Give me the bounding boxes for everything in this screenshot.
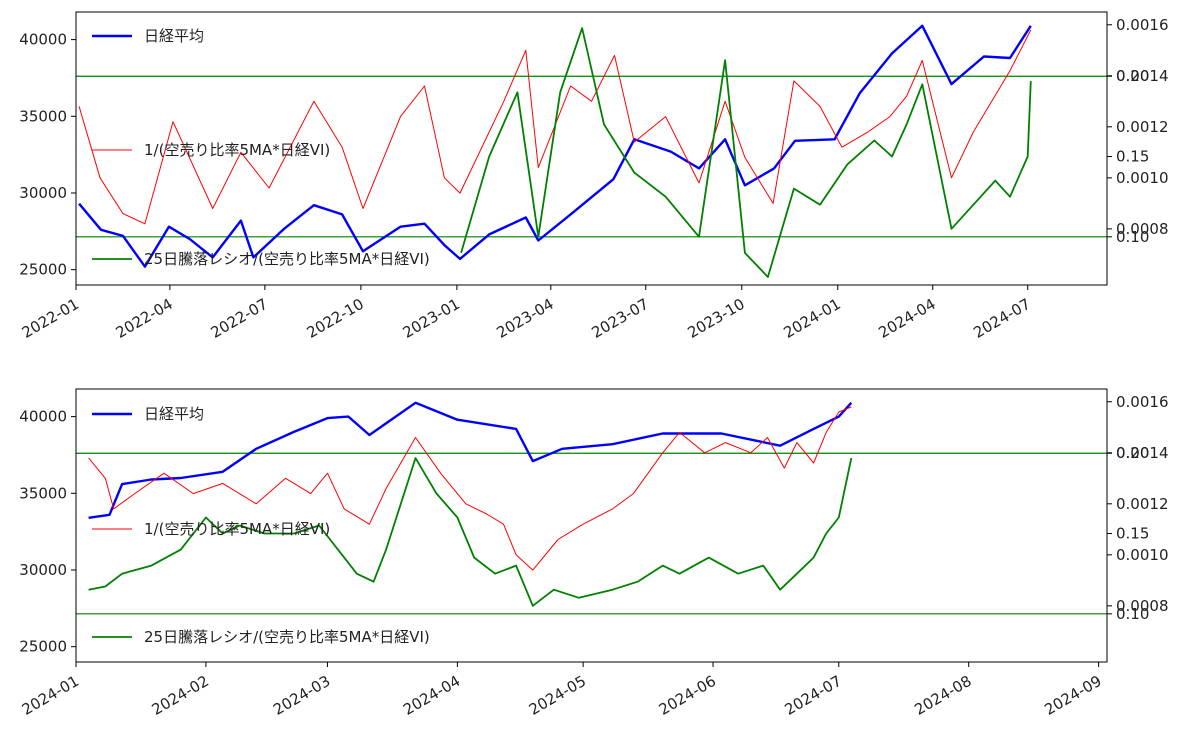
chart-bottom-panel: 2024-01 2024-02 2024-03 2024-04 2024-05 2024-… — [19, 388, 1169, 719]
legend-label-ratio: 25日騰落レシオ/(空売り比率5MA*日経VI) — [144, 628, 430, 646]
right-tick-label-inverse: 0.0012 — [1116, 495, 1169, 513]
right-tick-label-inverse: 0.0008 — [1116, 597, 1169, 615]
series-line-ratio — [88, 457, 853, 607]
plot-area — [76, 24, 1107, 278]
plot-area — [76, 401, 1107, 615]
right-tick-label-ratio: 0.10 — [1116, 605, 1149, 623]
series-line-inverse — [88, 406, 852, 571]
series-line-nikkei — [78, 24, 1032, 268]
x-tick-label: 2022-07 — [208, 295, 271, 342]
x-tick-label: 2024-08 — [911, 672, 974, 719]
x-tick-label: 2024-09 — [1041, 672, 1104, 719]
plot-frame — [75, 388, 1108, 663]
x-tick-label: 2024-01 — [780, 295, 843, 342]
right-tick-label-inverse: 0.0014 — [1116, 67, 1169, 85]
left-tick-label: 40000 — [19, 31, 67, 49]
x-tick-label: 2022-10 — [304, 295, 367, 342]
x-tick-label: 2024-05 — [526, 672, 589, 719]
x-tick-label: 2024-04 — [875, 295, 938, 342]
x-tick-label: 2024-03 — [270, 672, 333, 719]
legend-label-inverse: 1/(空売り比率5MA*日経VI) — [144, 520, 330, 538]
right-tick-label-ratio: 0.10 — [1116, 228, 1149, 246]
x-tick-label: 2022-01 — [19, 295, 82, 342]
x-tick-label: 2023-01 — [400, 295, 463, 342]
left-tick-label: 35000 — [19, 107, 67, 125]
x-tick-label: 2023-04 — [494, 295, 557, 342]
left-tick-label: 25000 — [19, 638, 67, 656]
series-line-inverse — [78, 29, 1032, 225]
right-tick-label-inverse: 0.0012 — [1116, 118, 1169, 136]
right-tick-label-ratio: 0.15 — [1116, 148, 1149, 166]
x-tick-label: 2024-04 — [400, 672, 463, 719]
series-line-ratio — [460, 27, 1032, 278]
right-tick-label-ratio: 0.15 — [1116, 525, 1149, 543]
plot-frame — [75, 11, 1108, 286]
right-tick-label-inverse: 0.0008 — [1116, 220, 1169, 238]
x-tick-label: 2023-07 — [588, 295, 651, 342]
right-tick-label-ratio: 0.20 — [1116, 67, 1149, 85]
x-tick-label: 2024-01 — [19, 672, 82, 719]
right-tick-label-inverse: 0.0016 — [1116, 16, 1169, 34]
right-tick-label-ratio: 0.20 — [1116, 444, 1149, 462]
chart-top-panel: 2022-01 2022-04 2022-07 2022-10 2023-01 2023-… — [19, 11, 1169, 342]
x-tick-label: 2022-04 — [113, 295, 176, 342]
legend-label-inverse: 1/(空売り比率5MA*日経VI) — [144, 141, 330, 159]
x-tick-label: 2024-02 — [149, 672, 212, 719]
left-tick-label: 40000 — [19, 408, 67, 426]
legend-label-ratio: 25日騰落レシオ/(空売り比率5MA*日経VI) — [144, 250, 430, 268]
right-tick-label-inverse: 0.0010 — [1116, 169, 1169, 187]
left-tick-label: 30000 — [19, 184, 67, 202]
x-tick-label: 2024-07 — [970, 295, 1033, 342]
x-tick-label: 2024-06 — [656, 672, 719, 719]
legend-label-nikkei: 日経平均 — [144, 405, 204, 423]
legend-label-nikkei: 日経平均 — [144, 27, 204, 45]
right-tick-label-inverse: 0.0016 — [1116, 393, 1169, 411]
right-tick-label-inverse: 0.0010 — [1116, 546, 1169, 564]
left-tick-label: 30000 — [19, 561, 67, 579]
x-tick-label: 2023-10 — [684, 295, 747, 342]
left-tick-label: 35000 — [19, 484, 67, 502]
left-tick-label: 25000 — [19, 261, 67, 279]
right-tick-label-inverse: 0.0014 — [1116, 444, 1169, 462]
x-tick-label: 2024-07 — [781, 672, 844, 719]
